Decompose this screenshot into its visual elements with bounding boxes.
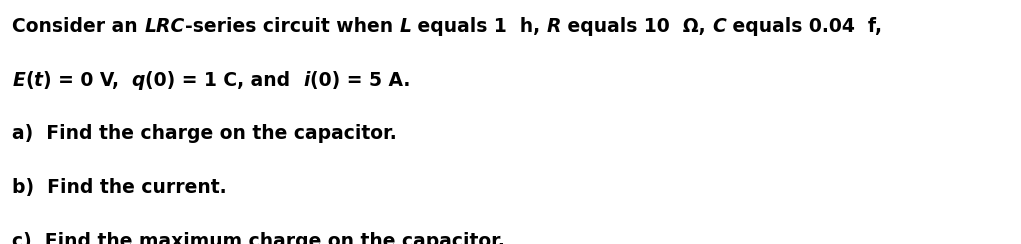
Text: (0) = 1 C, and: (0) = 1 C, and — [145, 71, 303, 90]
Text: equals 0.04  f,: equals 0.04 f, — [726, 17, 882, 36]
Text: equals 1  h,: equals 1 h, — [411, 17, 547, 36]
Text: (0) = 5 A.: (0) = 5 A. — [309, 71, 409, 90]
Text: L: L — [399, 17, 411, 36]
Text: R: R — [547, 17, 562, 36]
Text: c)  Find the maximum charge on the capacitor.: c) Find the maximum charge on the capaci… — [12, 232, 505, 244]
Text: a)  Find the charge on the capacitor.: a) Find the charge on the capacitor. — [12, 124, 397, 143]
Text: E: E — [12, 71, 25, 90]
Text: t: t — [34, 71, 43, 90]
Text: ) = 0 V,: ) = 0 V, — [43, 71, 132, 90]
Text: C: C — [713, 17, 726, 36]
Text: equals 10  Ω,: equals 10 Ω, — [562, 17, 713, 36]
Text: i: i — [303, 71, 309, 90]
Text: LRC: LRC — [144, 17, 185, 36]
Text: -series circuit when: -series circuit when — [185, 17, 399, 36]
Text: b)  Find the current.: b) Find the current. — [12, 178, 227, 197]
Text: (: ( — [25, 71, 34, 90]
Text: q: q — [132, 71, 145, 90]
Text: Consider an: Consider an — [12, 17, 144, 36]
